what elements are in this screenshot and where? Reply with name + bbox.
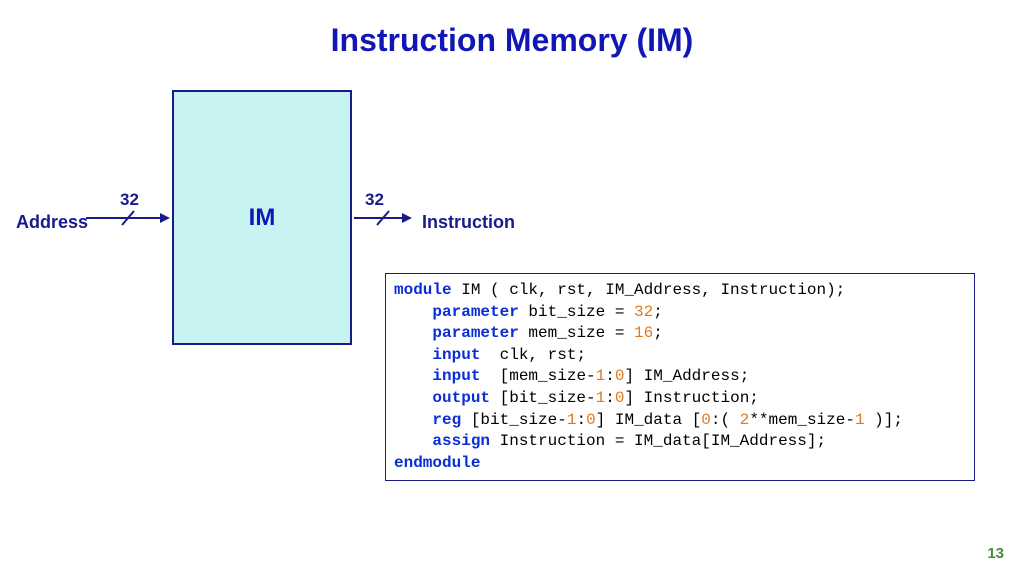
instruction-arrow [344, 203, 422, 233]
im-block: IM [172, 90, 352, 345]
page-title: Instruction Memory (IM) [0, 22, 1024, 59]
verilog-code: module IM ( clk, rst, IM_Address, Instru… [385, 273, 975, 481]
address-arrow [76, 203, 180, 233]
im-block-label: IM [249, 204, 276, 232]
instruction-label: Instruction [422, 212, 515, 233]
page-number: 13 [987, 545, 1004, 562]
